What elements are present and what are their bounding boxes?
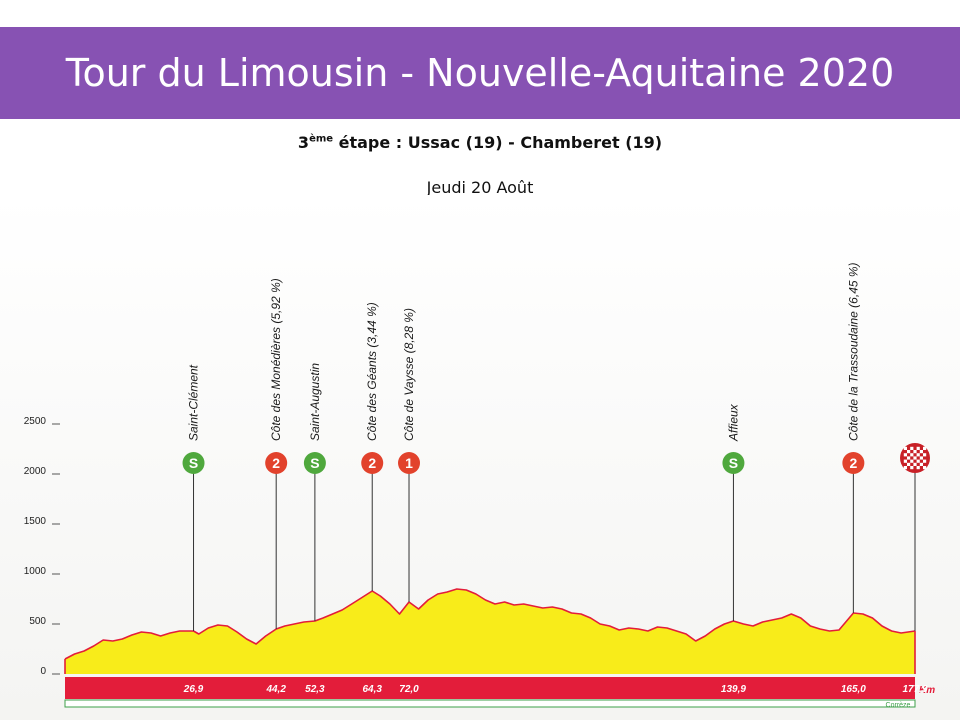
finish-checker-cell — [916, 453, 920, 457]
finish-checker-cell — [903, 466, 907, 470]
waypoint-badge-6 — [842, 452, 865, 474]
km-marker-label-3: 64,3 — [362, 684, 382, 695]
waypoint-badge-4 — [398, 452, 421, 474]
stage-suffix: ème — [309, 133, 334, 145]
waypoint-badge-0 — [182, 452, 205, 474]
y-tick-label-1: 500 — [29, 616, 46, 627]
km-marker-label-1: 44,2 — [265, 684, 286, 695]
finish-checker-cell — [923, 453, 927, 457]
waypoint-badge-label-4: 1 — [405, 455, 413, 471]
waypoint-badge-label-6: 2 — [849, 455, 857, 471]
finish-checker-cell — [910, 466, 914, 470]
y-tick-label-5: 2500 — [24, 416, 47, 427]
km-band — [65, 677, 915, 699]
km-unit-label: Km — [919, 685, 935, 696]
waypoint-name-5: Affieux — [726, 403, 740, 442]
elevation-profile-line — [64, 588, 916, 660]
waypoint-badge-1 — [265, 452, 288, 474]
stage-date: Jeudi 20 Août — [426, 178, 534, 197]
km-marker-label-7: 177,9 — [902, 684, 927, 695]
finish-checker-cell — [919, 456, 923, 460]
title-banner — [0, 27, 960, 119]
km-marker-label-4: 72,0 — [399, 684, 419, 695]
finish-checker-cell — [916, 446, 920, 450]
waypoint-name-6: Côte de la Trassoudaine (6,45 %) — [846, 262, 860, 441]
waypoint-badge-label-5: S — [729, 455, 738, 471]
waypoint-badge-3 — [361, 452, 384, 474]
waypoint-name-1: Côte des Monédières (5,92 %) — [269, 278, 283, 441]
waypoint-badge-label-1: 2 — [272, 455, 280, 471]
department-label: Corrèze — [886, 702, 911, 709]
finish-checker-cell — [916, 459, 920, 463]
finish-checker-cell — [913, 450, 917, 454]
elevation-profile-svg: 0 500 1000 1500 2000 2500 Km Corrèze S Saint-Clém… — [0, 195, 960, 720]
elevation-profile-chart: 0 500 1000 1500 2000 2500 Km Corrèze S Saint-Clém… — [0, 195, 960, 720]
km-marker-label-6: 165,0 — [841, 684, 866, 695]
y-tick-label-0: 0 — [40, 666, 46, 677]
waypoint-name-2: Saint-Augustin — [308, 363, 322, 441]
waypoint-badge-5 — [722, 452, 745, 474]
waypoint-badge-label-3: 2 — [368, 455, 376, 471]
waypoint-name-3: Côte des Géants (3,44 %) — [365, 302, 379, 441]
y-tick-label-4: 2000 — [24, 466, 47, 477]
waypoint-name-0: Saint-Clément — [187, 364, 201, 441]
stage-heading: 3ème étape : Ussac (19) - Chamberet (19) — [0, 133, 960, 152]
waypoint-badge-label-2: S — [310, 455, 319, 471]
finish-checker-cell — [910, 453, 914, 457]
finish-checker-cell — [923, 459, 927, 463]
finish-checker-cell — [923, 466, 927, 470]
finish-checker-cell — [916, 466, 920, 470]
stage-number: 3 — [297, 133, 310, 152]
finish-checker-cell — [919, 450, 923, 454]
waypoint-badge-label-0: S — [189, 455, 198, 471]
finish-checker-cell — [907, 462, 911, 466]
km-marker-label-5: 139,9 — [721, 684, 746, 695]
finish-checker-cell — [919, 462, 923, 466]
race-title: Tour du Limousin - Nouvelle-Aquitaine 20… — [65, 51, 895, 95]
finish-checker-cell — [903, 453, 907, 457]
finish-checker-cell — [907, 450, 911, 454]
finish-checker-cell — [913, 462, 917, 466]
finish-checker-cell — [923, 446, 927, 450]
finish-checker-cell — [903, 446, 907, 450]
finish-checker-cell — [903, 459, 907, 463]
elevation-profile-area — [65, 589, 915, 674]
y-tick-label-3: 1500 — [24, 516, 47, 527]
waypoint-name-4: Côte de Vaysse (8,28 %) — [402, 308, 416, 441]
y-tick-label-2: 1000 — [24, 566, 47, 577]
stage-route: étape : Ussac (19) - Chamberet (19) — [333, 133, 663, 152]
department-strip — [64, 699, 916, 708]
finish-checker-cell — [907, 456, 911, 460]
km-marker-label-0: 26,9 — [183, 684, 204, 695]
waypoint-badge-2 — [303, 452, 326, 474]
km-marker-label-2: 52,3 — [305, 684, 325, 695]
finish-checker-cell — [913, 456, 917, 460]
finish-checker-cell — [910, 459, 914, 463]
finish-checker-cell — [910, 446, 914, 450]
